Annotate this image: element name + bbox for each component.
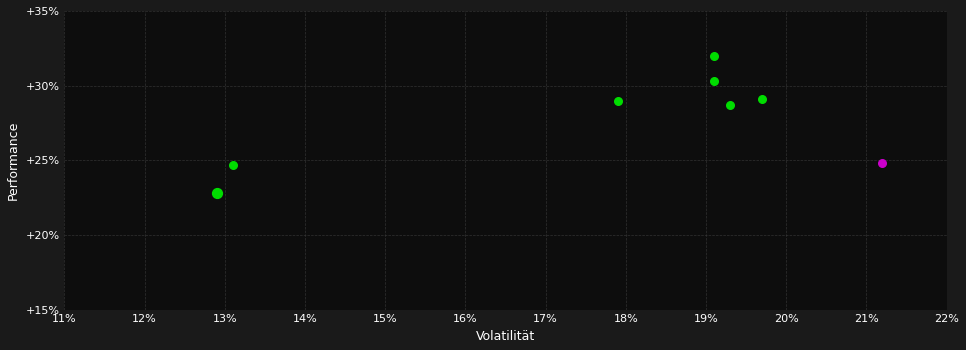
Point <box>225 162 241 168</box>
Point <box>754 96 770 102</box>
Y-axis label: Performance: Performance <box>7 121 20 200</box>
Point <box>875 161 891 166</box>
X-axis label: Volatilität: Volatilität <box>476 330 535 343</box>
Point <box>706 78 722 84</box>
Point <box>706 53 722 58</box>
Point <box>611 98 626 103</box>
Point <box>723 102 738 108</box>
Point <box>209 190 224 196</box>
